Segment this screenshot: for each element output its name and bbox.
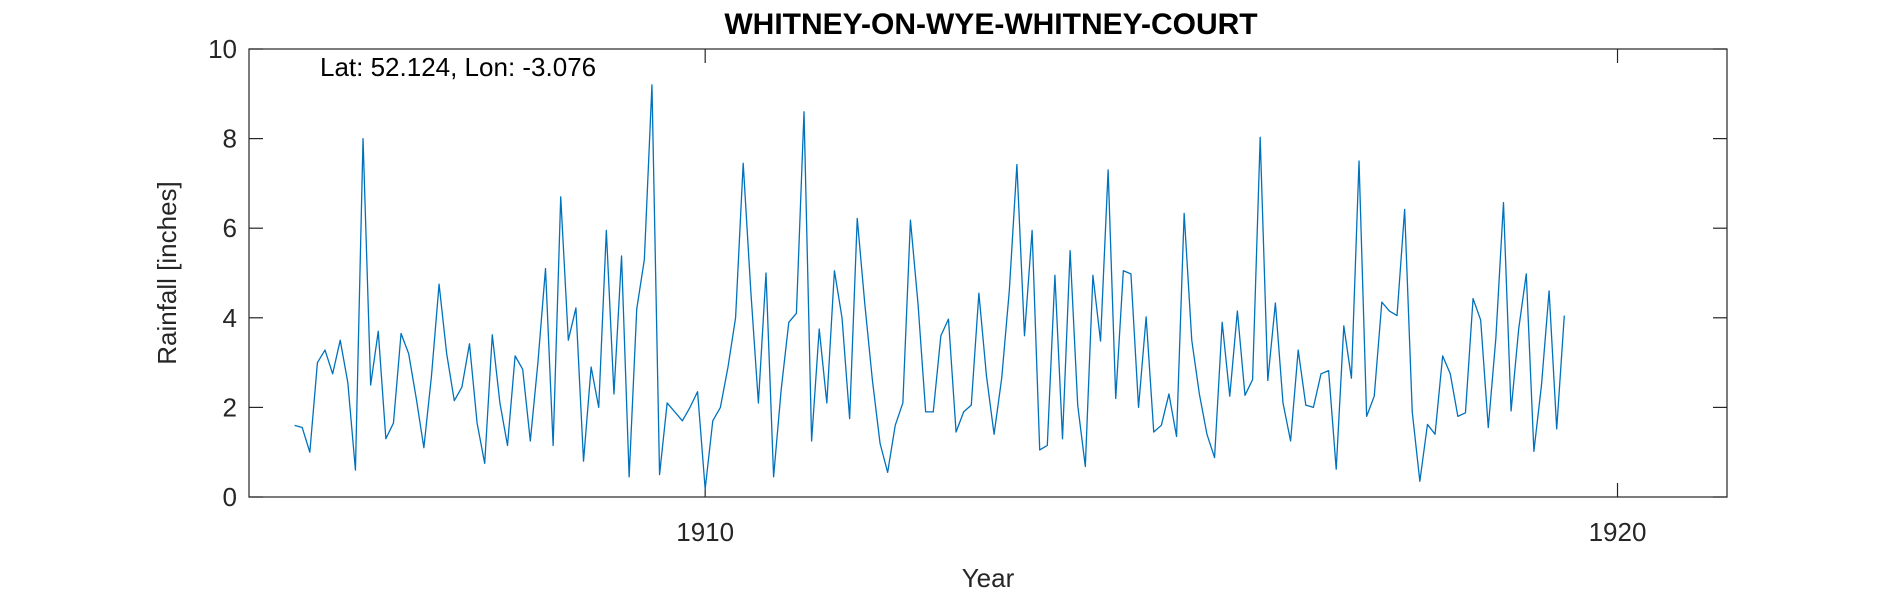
rainfall-series-line — [294, 84, 1565, 490]
y-tick-label: 10 — [208, 34, 237, 64]
location-annotation: Lat: 52.124, Lon: -3.076 — [320, 52, 596, 82]
x-axis: 1910 1920 — [676, 49, 1646, 547]
chart-title: WHITNEY-ON-WYE-WHITNEY-COURT — [724, 8, 1257, 41]
y-axis-label: Rainfall [inches] — [152, 181, 182, 365]
y-axis: 0 2 4 6 8 10 — [208, 34, 1727, 512]
x-axis-label: Year — [962, 563, 1015, 591]
y-tick-label: 2 — [223, 392, 237, 422]
y-tick-label: 4 — [223, 303, 237, 333]
x-tick-label: 1910 — [676, 517, 734, 547]
plot-frame — [248, 48, 1728, 498]
y-tick-label: 6 — [223, 213, 237, 243]
x-tick-label: 1920 — [1589, 517, 1647, 547]
y-tick-label: 0 — [223, 482, 237, 512]
y-tick-label: 8 — [223, 124, 237, 154]
